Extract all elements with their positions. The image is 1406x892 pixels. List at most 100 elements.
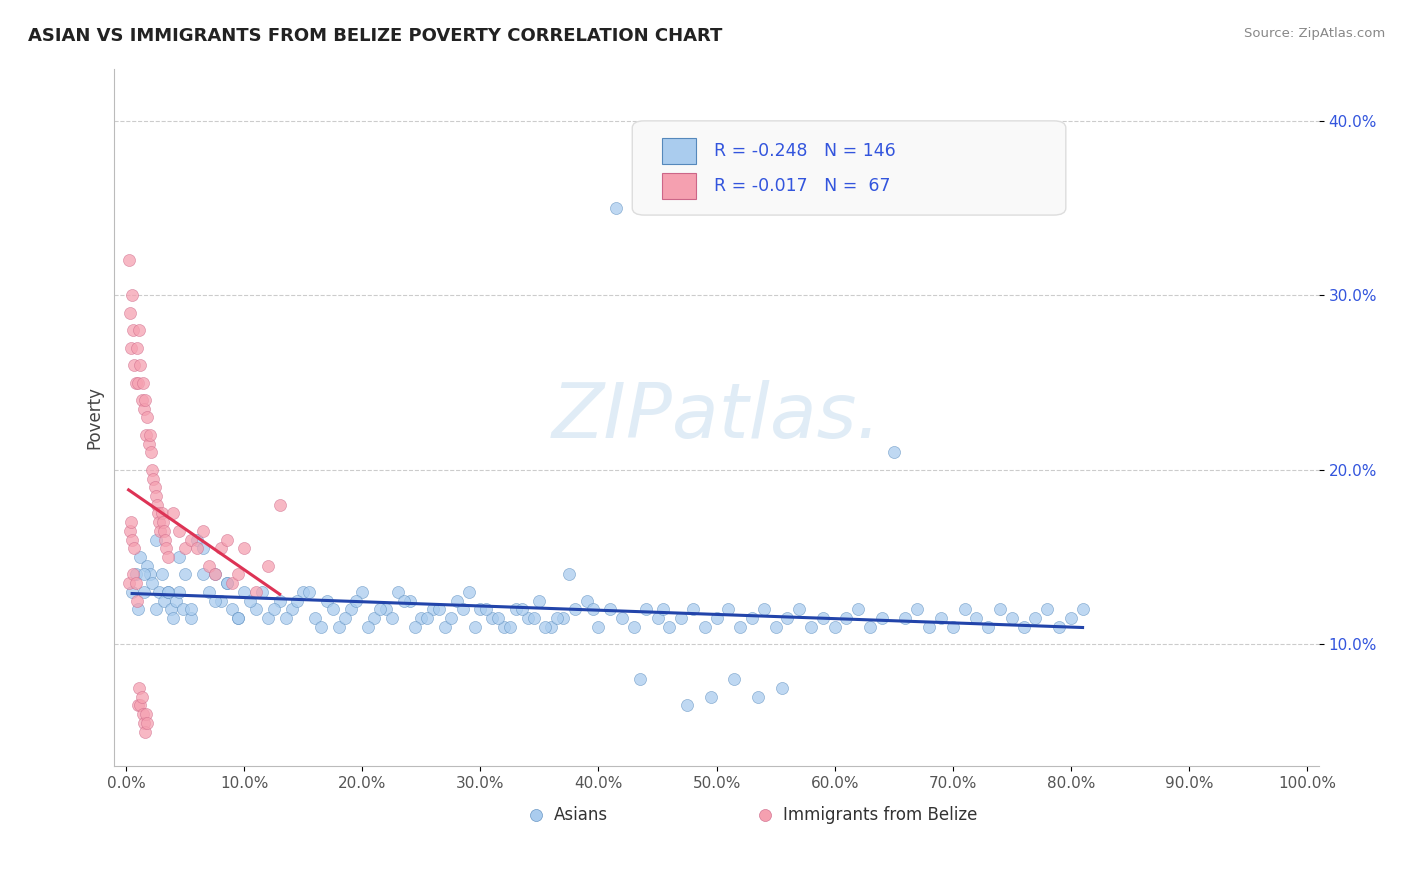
Point: [132, 585, 155, 599]
Point: [160, 602, 183, 616]
Point: [156, 549, 179, 564]
Point: [198, 585, 221, 599]
Point: [141, 576, 163, 591]
Point: [257, 611, 280, 625]
Point: [120, 515, 142, 529]
Point: [546, 611, 568, 625]
Point: [682, 602, 704, 616]
Point: [434, 620, 457, 634]
Point: [322, 602, 344, 616]
Point: [156, 585, 179, 599]
Point: [693, 620, 716, 634]
Point: [699, 690, 721, 704]
Point: [269, 593, 291, 607]
Point: [180, 611, 202, 625]
Point: [728, 620, 751, 634]
Point: [162, 507, 184, 521]
Point: [280, 602, 302, 616]
Point: [149, 524, 172, 538]
Point: [145, 533, 167, 547]
Point: [605, 201, 627, 215]
Point: [186, 541, 208, 556]
Point: [221, 576, 243, 591]
Point: [122, 323, 145, 337]
Point: [669, 611, 692, 625]
Point: [965, 611, 987, 625]
Point: [152, 515, 174, 529]
Point: [652, 602, 675, 616]
Point: [122, 567, 145, 582]
Point: [209, 541, 232, 556]
Point: [121, 288, 143, 302]
Point: [752, 602, 775, 616]
Point: [169, 524, 191, 538]
Point: [135, 707, 157, 722]
Point: [770, 681, 793, 695]
Point: [274, 611, 297, 625]
Point: [128, 323, 150, 337]
Point: [134, 724, 156, 739]
Point: [610, 611, 633, 625]
Point: [411, 611, 433, 625]
Point: [245, 602, 267, 616]
Point: [132, 376, 155, 390]
Point: [127, 602, 149, 616]
Point: [138, 436, 160, 450]
Point: [129, 358, 152, 372]
Point: [481, 611, 503, 625]
Point: [269, 498, 291, 512]
Point: [150, 567, 173, 582]
Point: [398, 593, 420, 607]
Point: [257, 558, 280, 573]
Point: [599, 602, 621, 616]
Point: [191, 567, 214, 582]
Bar: [662, 172, 696, 199]
Point: [381, 611, 404, 625]
Point: [457, 585, 479, 599]
Point: [128, 681, 150, 695]
Point: [118, 524, 141, 538]
Point: [263, 602, 285, 616]
Point: [156, 585, 179, 599]
Point: [883, 445, 905, 459]
Point: [776, 611, 799, 625]
Point: [706, 611, 728, 625]
Point: [540, 620, 562, 634]
Point: [153, 593, 176, 607]
Point: [1060, 611, 1083, 625]
Point: [451, 602, 474, 616]
Text: R = -0.017   N =  67: R = -0.017 N = 67: [714, 177, 890, 194]
Point: [125, 341, 148, 355]
Point: [134, 392, 156, 407]
Point: [142, 471, 165, 485]
Point: [440, 611, 463, 625]
Point: [204, 593, 226, 607]
Point: [551, 611, 574, 625]
Point: [127, 376, 149, 390]
Point: [292, 585, 315, 599]
Point: [132, 707, 155, 722]
Point: [628, 672, 651, 686]
Point: [143, 480, 166, 494]
Point: [765, 620, 787, 634]
Point: [387, 585, 409, 599]
Point: [174, 567, 197, 582]
Point: [463, 620, 485, 634]
Point: [870, 611, 893, 625]
Point: [169, 585, 191, 599]
Point: [139, 445, 162, 459]
Point: [492, 620, 515, 634]
Point: [132, 567, 155, 582]
Point: [905, 602, 928, 616]
Point: [124, 358, 146, 372]
Point: [124, 541, 146, 556]
Point: [139, 428, 162, 442]
Point: [316, 593, 339, 607]
Point: [117, 253, 139, 268]
Point: [416, 611, 439, 625]
Point: [1071, 602, 1094, 616]
Point: [145, 602, 167, 616]
Point: [405, 620, 427, 634]
Point: [368, 602, 391, 616]
Point: [811, 611, 834, 625]
